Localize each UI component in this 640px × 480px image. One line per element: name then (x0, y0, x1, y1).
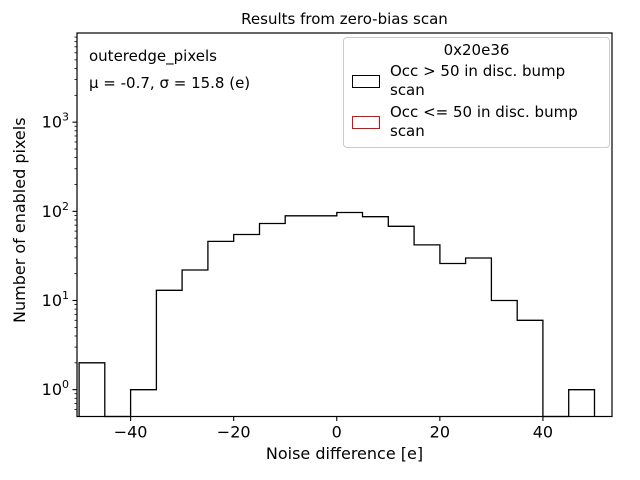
y-tick-label: 101 (42, 289, 69, 310)
x-tick-label: 40 (533, 423, 553, 442)
y-tick-label: 100 (42, 378, 69, 399)
x-tick-label: −20 (217, 423, 251, 442)
legend-title: 0x20e36 (443, 41, 510, 59)
y-tick-label: 102 (42, 200, 69, 221)
x-tick-label: −40 (114, 423, 148, 442)
legend-entry-label: Occ <= 50 in disc. bump scan (390, 103, 578, 140)
legend-entry-occ-gt-50: Occ > 50 in disc. bump scan (352, 62, 601, 100)
red-step-swatch-icon (352, 115, 380, 129)
black-step-swatch-icon (352, 74, 380, 88)
x-axis-label: Noise difference [e] (265, 444, 424, 463)
y-tick-label: 103 (42, 111, 69, 132)
y-axis-label: Number of enabled pixels (10, 117, 29, 323)
histogram-step-series-0 (78, 211, 596, 418)
legend: 0x20e36 Occ > 50 in disc. bump scan Occ … (343, 37, 610, 148)
chart-title: Results from zero-bias scan (241, 10, 448, 28)
x-tick-label: 20 (430, 423, 450, 442)
legend-entry-occ-le-50: Occ <= 50 in disc. bump scan (352, 103, 601, 141)
legend-entry-label: Occ > 50 in disc. bump scan (390, 62, 566, 99)
x-tick-label: 0 (332, 423, 342, 442)
annotation-dataset-name: outeredge_pixels (89, 47, 217, 65)
annotation-mean-sigma: μ = -0.7, σ = 15.8 (e) (89, 74, 251, 92)
